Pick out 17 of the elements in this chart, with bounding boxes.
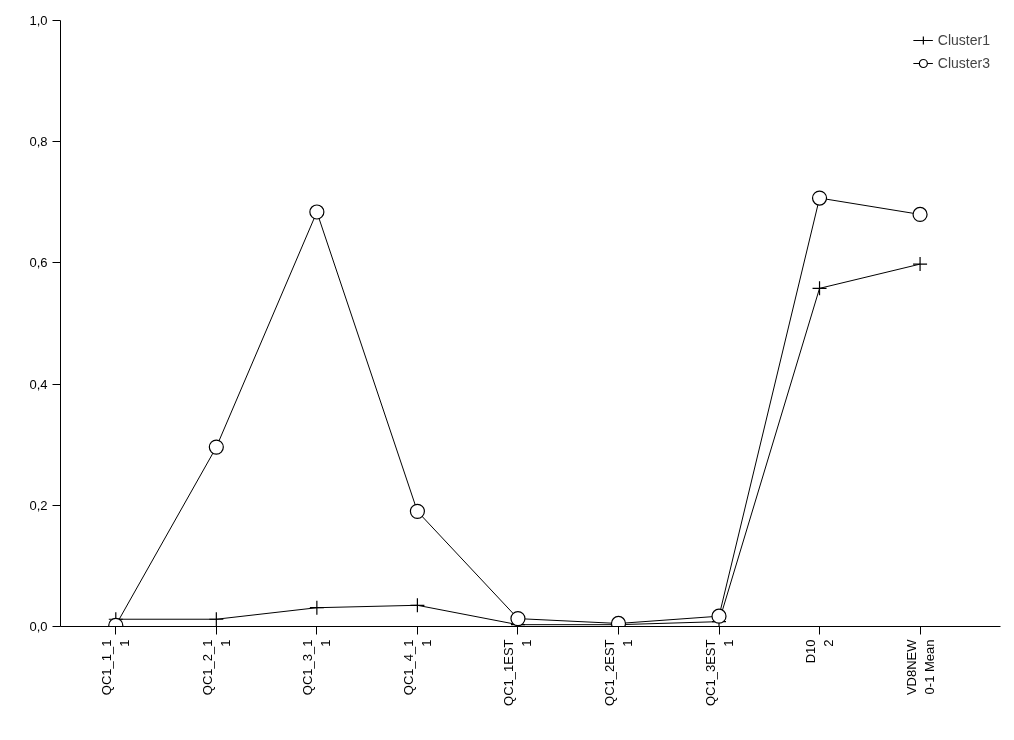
x-tick-label: D10 2 — [803, 639, 837, 664]
x-tick-label: QC1_4_1 1 — [400, 639, 434, 696]
y-tick-label: 0,0 — [29, 619, 48, 634]
y-tick-label: 0,6 — [29, 255, 48, 271]
legend-label: Cluster3 — [937, 55, 990, 71]
x-tick-label: QC1_2_1 1 — [199, 639, 233, 696]
legend-label: Cluster1 — [937, 32, 990, 48]
y-tick-label: 0,8 — [29, 134, 48, 150]
x-tick-label: QC1_3EST 1 — [702, 639, 736, 706]
y-tick-label: 1,0 — [29, 13, 48, 28]
x-tick-label: QC1_2EST 1 — [601, 639, 635, 706]
x-tick-label: QC1_1_1 1 — [99, 639, 133, 696]
x-tick-label: QC1_3_1 1 — [300, 639, 334, 696]
x-tick-label: QC1_1EST 1 — [501, 639, 535, 706]
y-tick-label: 0,2 — [29, 497, 48, 513]
y-tick-label: 0,4 — [29, 376, 48, 392]
x-tick-label: VD8NEW 0-1 Mean — [903, 638, 937, 696]
